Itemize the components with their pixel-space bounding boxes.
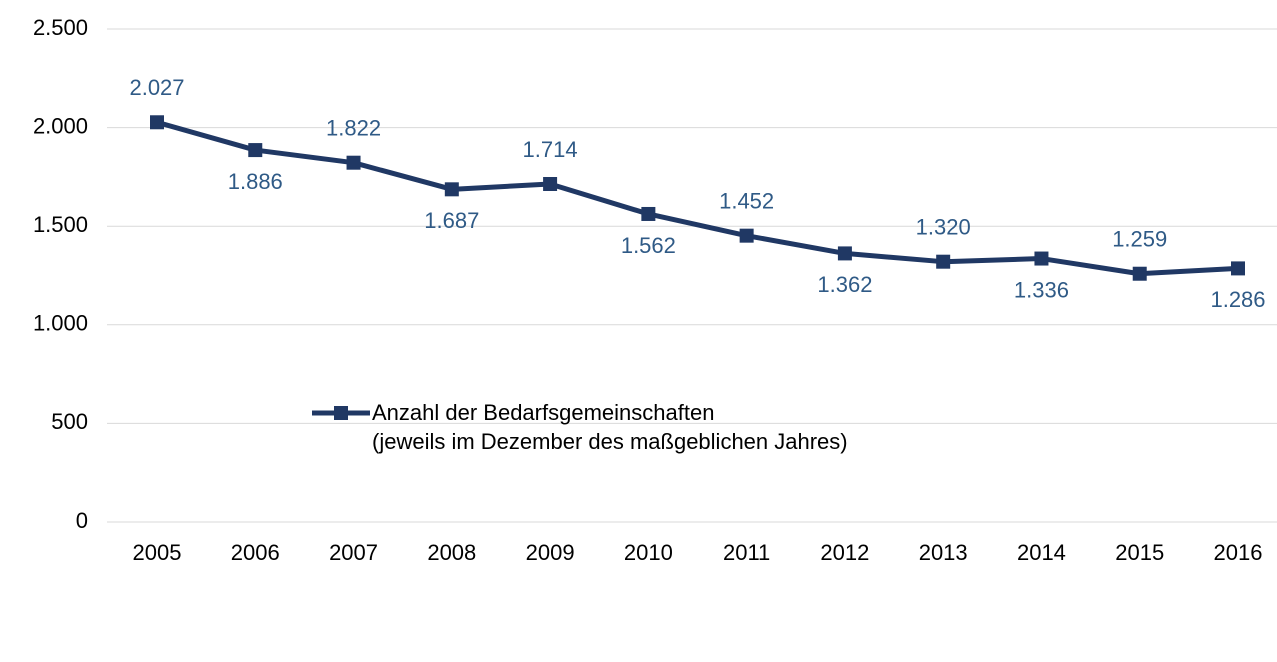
- data-label: 1.320: [916, 215, 971, 240]
- y-tick-label: 2.500: [33, 15, 88, 40]
- data-label: 1.452: [719, 188, 774, 213]
- x-tick-label: 2016: [1214, 540, 1263, 565]
- y-tick-label: 1.500: [33, 212, 88, 237]
- x-tick-label: 2010: [624, 540, 673, 565]
- legend-label: Anzahl der Bedarfsgemeinschaften (jeweil…: [372, 400, 848, 454]
- y-tick-label: 1.000: [33, 311, 88, 336]
- data-label: 2.027: [129, 75, 184, 100]
- data-label: 1.822: [326, 116, 381, 141]
- x-tick-label: 2014: [1017, 540, 1066, 565]
- x-tick-label: 2012: [820, 540, 869, 565]
- x-tick-label: 2005: [133, 540, 182, 565]
- x-tick-label: 2013: [919, 540, 968, 565]
- line: [156, 119, 1239, 277]
- x-tick-label: 2008: [427, 540, 476, 565]
- y-tick-label: 0: [76, 508, 88, 533]
- marker: [346, 155, 361, 170]
- data-label: 1.562: [621, 233, 676, 258]
- data-label: 1.286: [1210, 287, 1265, 312]
- x-tick-label: 2009: [526, 540, 575, 565]
- legend-marker: [334, 406, 348, 420]
- marker: [543, 176, 558, 191]
- marker: [936, 254, 951, 269]
- x-tick-label: 2011: [723, 540, 770, 565]
- y-tick-label: 500: [51, 409, 88, 434]
- y-tick-label: 2.000: [33, 113, 88, 138]
- x-tick-label: 2006: [231, 540, 280, 565]
- marker: [444, 182, 459, 197]
- x-tick-label: 2015: [1115, 540, 1164, 565]
- data-label: 1.336: [1014, 277, 1069, 302]
- marker: [248, 143, 263, 158]
- data-label: 1.886: [228, 169, 283, 194]
- data-label: 1.687: [424, 208, 479, 233]
- data-label: 1.714: [523, 137, 578, 162]
- x-tick-label: 2007: [329, 540, 378, 565]
- marker: [1231, 261, 1245, 276]
- marker: [739, 228, 754, 243]
- marker: [150, 115, 164, 130]
- data-label: 1.362: [817, 272, 872, 297]
- data-label: 1.259: [1112, 227, 1167, 252]
- marker: [837, 246, 852, 261]
- marker: [1034, 251, 1049, 266]
- marker: [641, 206, 656, 221]
- marker: [1132, 266, 1147, 281]
